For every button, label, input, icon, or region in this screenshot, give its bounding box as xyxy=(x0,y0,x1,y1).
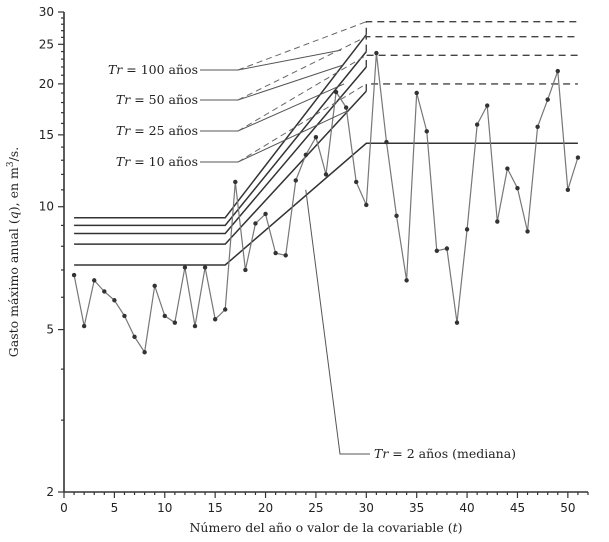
label-tr100: Tr = 100 años xyxy=(108,62,198,77)
observed-point xyxy=(152,283,157,289)
observed-point xyxy=(172,320,178,325)
label-tr25: Tr = 25 años xyxy=(116,123,198,138)
observed-point xyxy=(485,103,490,108)
quantile-extension-line xyxy=(365,54,578,67)
observed-point xyxy=(71,272,77,278)
observed-point xyxy=(212,317,218,322)
observed-point xyxy=(454,320,460,325)
observed-point xyxy=(323,172,329,177)
y-tick-label: 10 xyxy=(39,200,54,214)
observed-points xyxy=(71,50,581,355)
observed-point xyxy=(162,313,167,319)
observed-point xyxy=(384,139,389,145)
observed-point xyxy=(404,278,409,283)
quantile-extension-line xyxy=(365,36,578,52)
observed-point xyxy=(555,68,560,74)
observed-point xyxy=(374,50,379,56)
observed-point xyxy=(293,178,298,183)
observed-point xyxy=(424,129,429,134)
y-tick-label: 30 xyxy=(39,5,54,19)
observed-point xyxy=(142,350,147,355)
median-line xyxy=(74,142,578,266)
observed-point xyxy=(394,213,399,219)
observed-point xyxy=(283,253,288,258)
observed-point xyxy=(505,166,510,171)
observed-point xyxy=(565,187,571,193)
quantile-line xyxy=(74,90,367,245)
observed-point xyxy=(333,89,339,95)
leader-dash-line xyxy=(237,54,367,132)
label-tr50: Tr = 50 años xyxy=(116,92,198,107)
observed-point xyxy=(102,289,107,294)
x-axis-label: Número del año o valor de la covariable … xyxy=(189,520,462,535)
observed-point xyxy=(243,267,248,273)
leader-line-median xyxy=(305,189,370,455)
observed-point xyxy=(223,307,228,312)
observed-point xyxy=(444,246,450,251)
x-tick-label: 30 xyxy=(359,501,374,515)
x-tick-label: 0 xyxy=(60,501,68,515)
y-tick-label: 5 xyxy=(46,323,54,337)
observed-point xyxy=(273,250,278,256)
label-tr2: Tr = 2 años (mediana) xyxy=(374,446,516,461)
x-tick-label: 50 xyxy=(560,501,575,515)
x-tick-label: 45 xyxy=(510,501,525,515)
observed-point xyxy=(495,219,500,224)
observed-point xyxy=(515,186,520,191)
y-tick-label: 2 xyxy=(46,485,54,499)
x-tick-label: 20 xyxy=(258,501,273,515)
observed-point xyxy=(192,323,198,329)
y-axis-label: Gasto máximo anual (q), en m3/s. xyxy=(6,147,21,357)
observed-point xyxy=(253,221,258,226)
observed-point xyxy=(354,179,359,185)
curve-labels: Tr = 100 años Tr = 50 años Tr = 25 años Tr … xyxy=(108,21,516,461)
observed-point xyxy=(112,298,117,303)
quantile-line xyxy=(74,66,367,235)
leader-dash-line xyxy=(237,21,367,71)
leader-dash-line xyxy=(237,36,367,101)
y-tick-label: 20 xyxy=(39,77,54,91)
x-tick-label: 40 xyxy=(459,501,474,515)
observed-point xyxy=(132,334,137,340)
observed-point xyxy=(202,265,208,270)
y-tick-label: 15 xyxy=(39,128,54,142)
observed-point xyxy=(92,278,97,283)
label-tr10: Tr = 10 años xyxy=(116,154,198,169)
observed-point xyxy=(464,227,470,232)
observed-point xyxy=(414,90,419,96)
x-tick-label: 25 xyxy=(308,501,323,515)
y-tick-label: 25 xyxy=(39,37,54,51)
observed-point xyxy=(233,179,238,185)
observed-point xyxy=(364,202,369,208)
x-tick-label: 5 xyxy=(111,501,119,515)
x-tick-label: 15 xyxy=(208,501,223,515)
observed-point xyxy=(263,211,268,217)
quantile-extension-line xyxy=(365,83,578,92)
observed-point xyxy=(343,105,349,110)
observed-point xyxy=(313,135,319,140)
observed-point xyxy=(122,313,127,319)
quantile-extension-line xyxy=(365,21,578,35)
observed-point xyxy=(525,229,530,234)
observed-point xyxy=(81,323,87,329)
observed-point xyxy=(182,265,188,270)
observed-point xyxy=(535,124,540,129)
observed-point xyxy=(434,248,440,253)
observed-point xyxy=(545,97,550,102)
x-tick-label: 35 xyxy=(409,501,424,515)
observed-point xyxy=(575,155,581,160)
quantile-line xyxy=(74,51,367,227)
observed-point xyxy=(303,152,309,158)
leader-dash-line xyxy=(237,83,367,163)
quantile-line xyxy=(74,34,367,219)
x-tick-label: 10 xyxy=(157,501,172,515)
observed-point xyxy=(474,122,480,127)
